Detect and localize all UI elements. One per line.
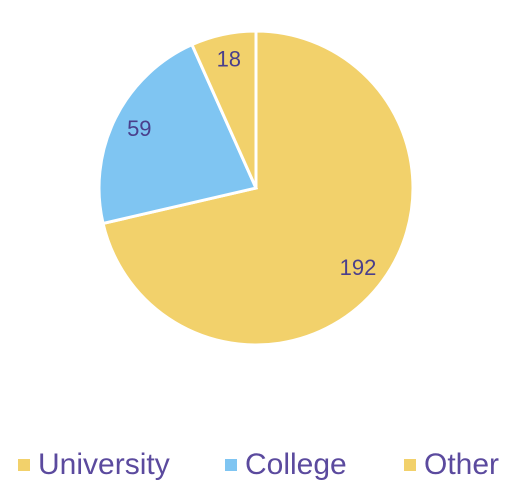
- data-label: 192: [340, 255, 377, 280]
- legend-marker: [18, 459, 30, 471]
- data-label: 18: [217, 46, 241, 71]
- pie-slice: [97, 42, 259, 226]
- pie-slice: [101, 29, 415, 347]
- legend-label: College: [245, 448, 347, 481]
- legend-label: Other: [424, 448, 499, 481]
- data-label: 59: [127, 116, 151, 141]
- legend-marker: [225, 459, 237, 471]
- legend-marker: [404, 459, 416, 471]
- pie-slice: [189, 29, 258, 189]
- legend-label: University: [38, 448, 170, 481]
